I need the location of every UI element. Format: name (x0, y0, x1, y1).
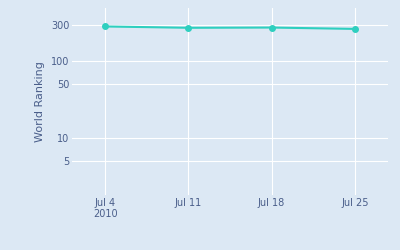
Y-axis label: World Ranking: World Ranking (35, 61, 45, 142)
